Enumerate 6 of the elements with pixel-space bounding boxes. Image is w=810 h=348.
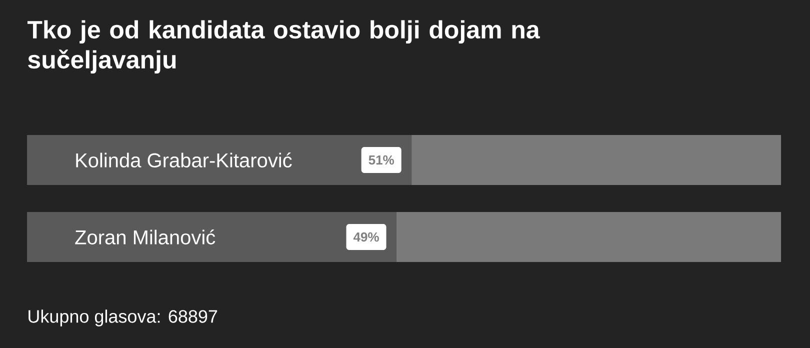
data-label: 51% [368,155,394,165]
y-tick-label: Kolinda Grabar-Kitarović [76,152,292,168]
y-tick-label: Zoran Milanović [75,230,216,244]
chart-title: Tko je od kandidata ostavio bolji dojam na sučeljavanju [27,20,540,74]
data-label: 49% [353,232,379,242]
text: Ukupno glasova: 68897 [28,310,218,326]
